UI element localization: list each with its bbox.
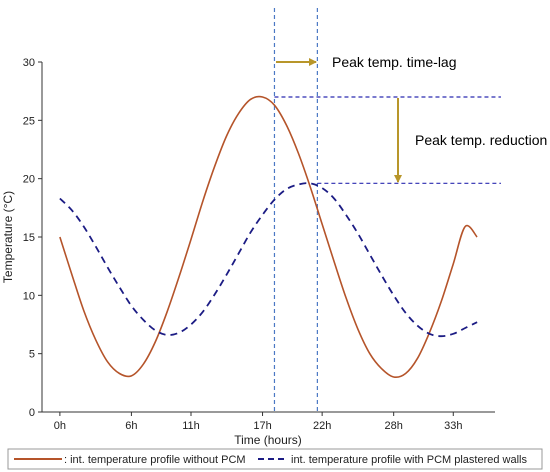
y-tick-label: 25 xyxy=(23,115,35,127)
x-tick-label: 6h xyxy=(125,420,137,432)
y-axis-label: Temperature (°C) xyxy=(1,191,15,283)
y-tick-label: 20 xyxy=(23,174,35,186)
series-layer xyxy=(59,95,478,379)
legend-label-with-pcm: int. temperature profile with PCM plaste… xyxy=(291,454,527,466)
x-tick-label: 17h xyxy=(253,420,271,432)
x-tick-label: 33h xyxy=(444,420,462,432)
x-axis-ticks: 0h 6h 11h 17h 22h 28h 33h xyxy=(54,412,462,432)
y-axis-ticks: 0 5 10 15 20 25 30 xyxy=(23,57,42,419)
x-tick-label: 22h xyxy=(313,420,331,432)
x-tick-label: 28h xyxy=(384,420,402,432)
series-line-without-pcm xyxy=(59,95,478,379)
y-tick-label: 30 xyxy=(23,57,35,69)
x-tick-label: 0h xyxy=(54,420,66,432)
x-tick-label: 11h xyxy=(182,420,200,432)
y-tick-label: 5 xyxy=(29,349,35,361)
y-tick-label: 15 xyxy=(23,232,35,244)
x-axis-label: Time (hours) xyxy=(234,433,302,447)
time-lag-label: Peak temp. time-lag xyxy=(332,54,457,70)
series-line-with-pcm xyxy=(59,182,478,338)
legend: : int. temperature profile without PCM i… xyxy=(7,448,543,470)
peak-reduction-label: Peak temp. reduction xyxy=(415,132,547,148)
legend-frame xyxy=(7,448,543,470)
y-tick-label: 0 xyxy=(29,407,35,419)
legend-label-without-pcm: : int. temperature profile without PCM xyxy=(64,454,246,466)
reference-lines xyxy=(273,8,501,412)
y-tick-label: 10 xyxy=(23,290,35,302)
